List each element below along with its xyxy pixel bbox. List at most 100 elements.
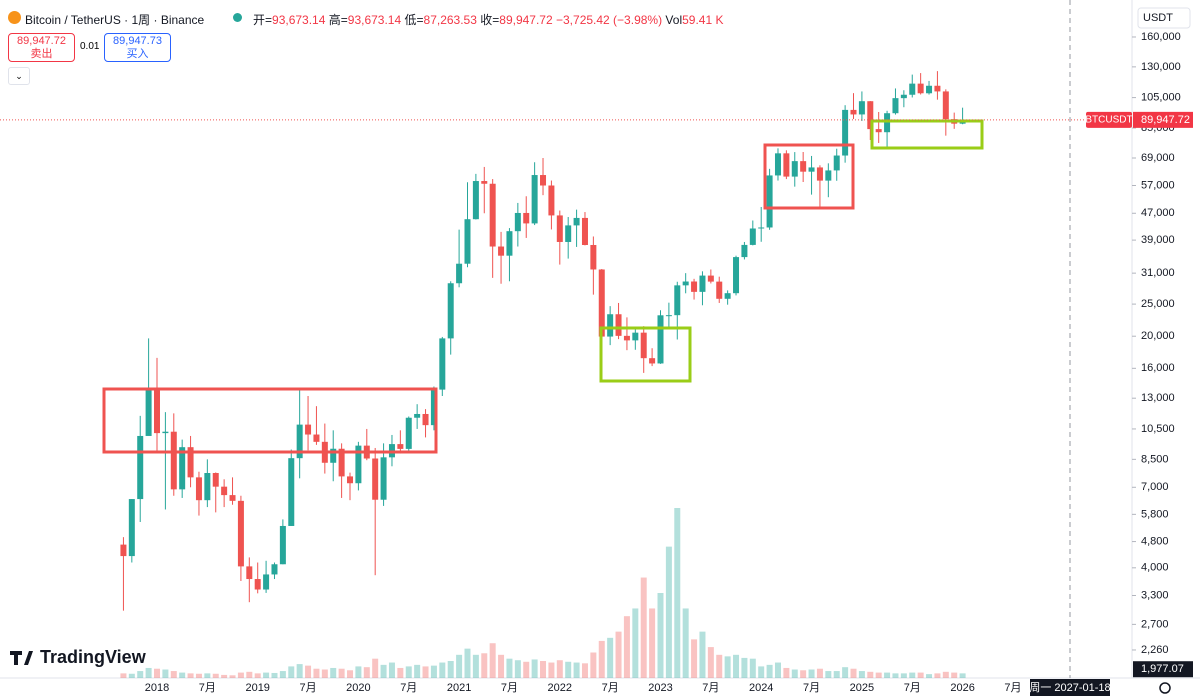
volume-bar (565, 661, 572, 678)
candle-body (120, 544, 127, 557)
settings-icon[interactable] (1159, 682, 1171, 694)
volume-bar (380, 664, 387, 678)
volume-bar (347, 670, 354, 678)
x-tick-label: 2024 (749, 682, 773, 694)
candle-body (254, 579, 261, 590)
candle-body (397, 444, 404, 449)
volume-bar (607, 637, 614, 678)
candle-body (305, 424, 312, 435)
volume-bar (456, 654, 463, 678)
volume-bar (414, 664, 421, 678)
volume-bar (531, 659, 538, 678)
candle-body (229, 495, 236, 501)
candle-body (355, 445, 362, 484)
label: Vol (665, 13, 683, 27)
volume-bar (523, 661, 530, 678)
x-tick-label: 7月 (904, 682, 921, 694)
last-price-label: 89,947.72 (1141, 114, 1190, 126)
plot-area (120, 71, 966, 678)
candle-body (212, 473, 219, 487)
volume-bar (917, 672, 924, 678)
volume-bar (665, 546, 672, 678)
volume-bar (808, 669, 815, 678)
sell-label: 卖出 (30, 48, 53, 60)
candle-body (162, 431, 169, 434)
y-tick-label: 7,000 (1141, 481, 1169, 493)
volume-bar (288, 666, 295, 678)
value: 87,263.53 (423, 13, 477, 27)
label: 低= (404, 13, 424, 27)
candle-body (733, 257, 740, 294)
volume-bar (682, 608, 689, 678)
volume-bar (707, 647, 714, 678)
volume-bar (850, 668, 857, 678)
volume-bar (472, 654, 479, 678)
volume-bar (489, 643, 496, 678)
candle-body (540, 175, 547, 186)
x-tick-label: 7月 (299, 682, 316, 694)
currency-button[interactable] (1137, 7, 1191, 29)
volume-bar (305, 665, 312, 678)
volume-bar (774, 662, 781, 678)
candle-body (875, 129, 882, 133)
sell-button[interactable]: 89,947.72 卖出 (8, 33, 75, 62)
candle-body (204, 473, 211, 501)
y-tick-label: 160,000 (1141, 31, 1181, 43)
crosshair-date: 周一 2027-01-18 (1029, 681, 1110, 694)
candle-body (523, 212, 530, 224)
annotation-box (763, 143, 855, 210)
x-tick-label: 2025 (850, 682, 874, 694)
candle-body (565, 225, 572, 242)
candle-body (414, 413, 421, 418)
volume-bar (691, 639, 698, 678)
candle-body (347, 476, 354, 484)
volume-bar (120, 673, 127, 678)
buy-button[interactable]: 89,947.73 买入 (104, 33, 171, 62)
y-tick-label: 69,000 (1141, 152, 1175, 164)
volume-bar (321, 669, 328, 678)
candle-body (481, 181, 488, 184)
candle-body (917, 83, 924, 94)
volume-bar (254, 673, 261, 678)
volume-bar (598, 640, 605, 678)
coin-icon (8, 11, 21, 24)
annotation-box (102, 387, 438, 454)
candle-body (187, 447, 194, 478)
volume-bar (716, 654, 723, 678)
volume-bar (279, 671, 286, 678)
value: 59.41 K (682, 13, 724, 27)
volume-bar (187, 673, 194, 678)
candle-body (783, 153, 790, 177)
candle-body (749, 228, 756, 245)
y-tick-label: 57,000 (1141, 179, 1175, 191)
volume-bar (699, 631, 706, 678)
candle-body (800, 161, 807, 172)
volume-bar (296, 664, 303, 678)
volume-bar (514, 660, 521, 678)
candle-body (707, 275, 714, 282)
volume-bar (900, 673, 907, 678)
candle-body (758, 227, 765, 229)
volume-bar (388, 662, 395, 678)
volume-bar (498, 654, 505, 678)
collapse-button[interactable]: ⌄ (8, 67, 30, 85)
buy-price: 89,947.73 (113, 35, 162, 47)
y-tick-label: 16,000 (1141, 362, 1175, 374)
ohlc-info: 开=93,673.14 高=93,673.14 低=87,263.53 收=89… (253, 11, 723, 28)
candle-body (884, 113, 891, 133)
volume-bar (447, 661, 454, 678)
volume-bar (145, 667, 152, 678)
y-tick-label: 105,000 (1141, 92, 1181, 104)
volume-bar (338, 668, 345, 678)
volume-bar (657, 593, 664, 678)
y-tick-label: 20,000 (1141, 330, 1175, 342)
volume-bar (766, 664, 773, 678)
volume-bar (355, 666, 362, 678)
candle-body (724, 293, 731, 299)
candle-body (598, 269, 605, 337)
candle-body (489, 183, 496, 247)
volume-bar (674, 508, 681, 678)
volume-bar (573, 662, 580, 678)
